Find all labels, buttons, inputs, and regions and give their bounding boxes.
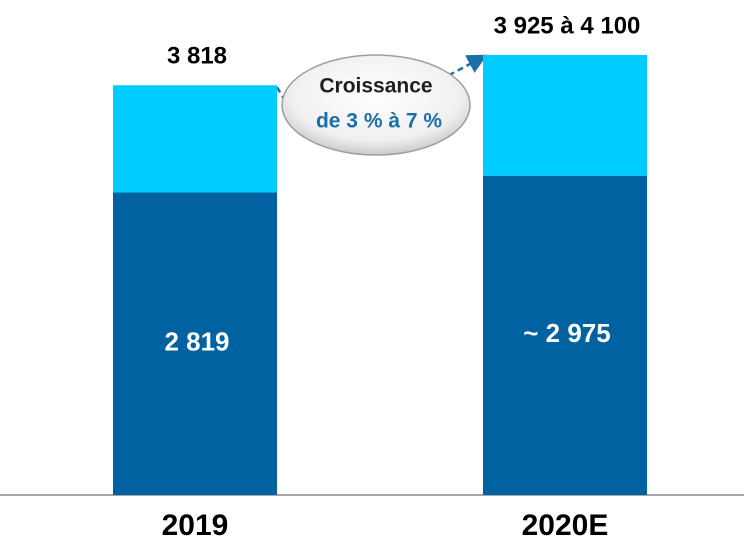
annotation-bubble — [281, 54, 471, 156]
bar-segment — [113, 192, 277, 495]
bar-segment — [113, 85, 277, 193]
bar-segment — [483, 55, 647, 176]
total-label: 3 925 à 4 100 — [494, 12, 641, 39]
annotation-line-2: de 3 % à 7 % — [316, 110, 442, 133]
value-label: 2 819 — [164, 327, 229, 357]
bar-segment — [483, 175, 647, 496]
x-tick-label: 2019 — [162, 509, 229, 542]
x-tick-label: 2020E — [522, 509, 609, 542]
total-label: 3 818 — [167, 43, 227, 70]
annotation-line-1: Croissance — [319, 75, 432, 98]
value-label: ~ 2 975 — [523, 318, 610, 348]
